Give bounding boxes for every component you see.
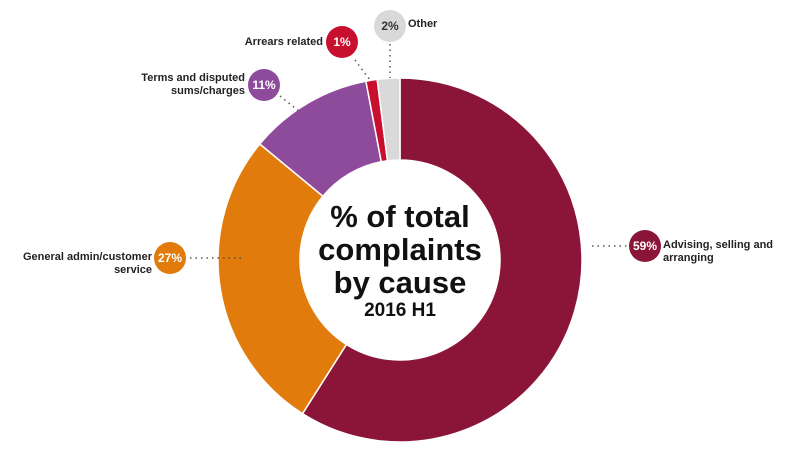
- data-label: 2%: [381, 19, 399, 33]
- category-label: Terms and disputed sums/charges: [141, 72, 245, 97]
- label-bubble: [248, 69, 280, 101]
- donut-slice: [376, 77, 401, 162]
- label-bubble: [154, 242, 186, 274]
- label-bubble: [629, 230, 661, 262]
- category-label: Arrears related: [244, 36, 323, 48]
- chart-title: % of total complaints by cause: [318, 199, 482, 300]
- data-label: 11%: [252, 78, 276, 92]
- category-label: Other: [408, 18, 438, 30]
- data-label: 1%: [333, 35, 351, 49]
- label-bubble: [326, 26, 358, 58]
- chart-subtitle: 2016 H1: [364, 300, 436, 321]
- donut-slice: [301, 77, 583, 443]
- category-label: Advising, selling and arranging: [663, 239, 774, 264]
- category-label: General admin/customer service: [23, 251, 152, 276]
- label-bubble: [374, 10, 406, 42]
- data-label: 59%: [633, 239, 657, 253]
- data-label: 27%: [158, 251, 182, 265]
- leader-line: [354, 59, 371, 81]
- donut-slice: [217, 142, 348, 415]
